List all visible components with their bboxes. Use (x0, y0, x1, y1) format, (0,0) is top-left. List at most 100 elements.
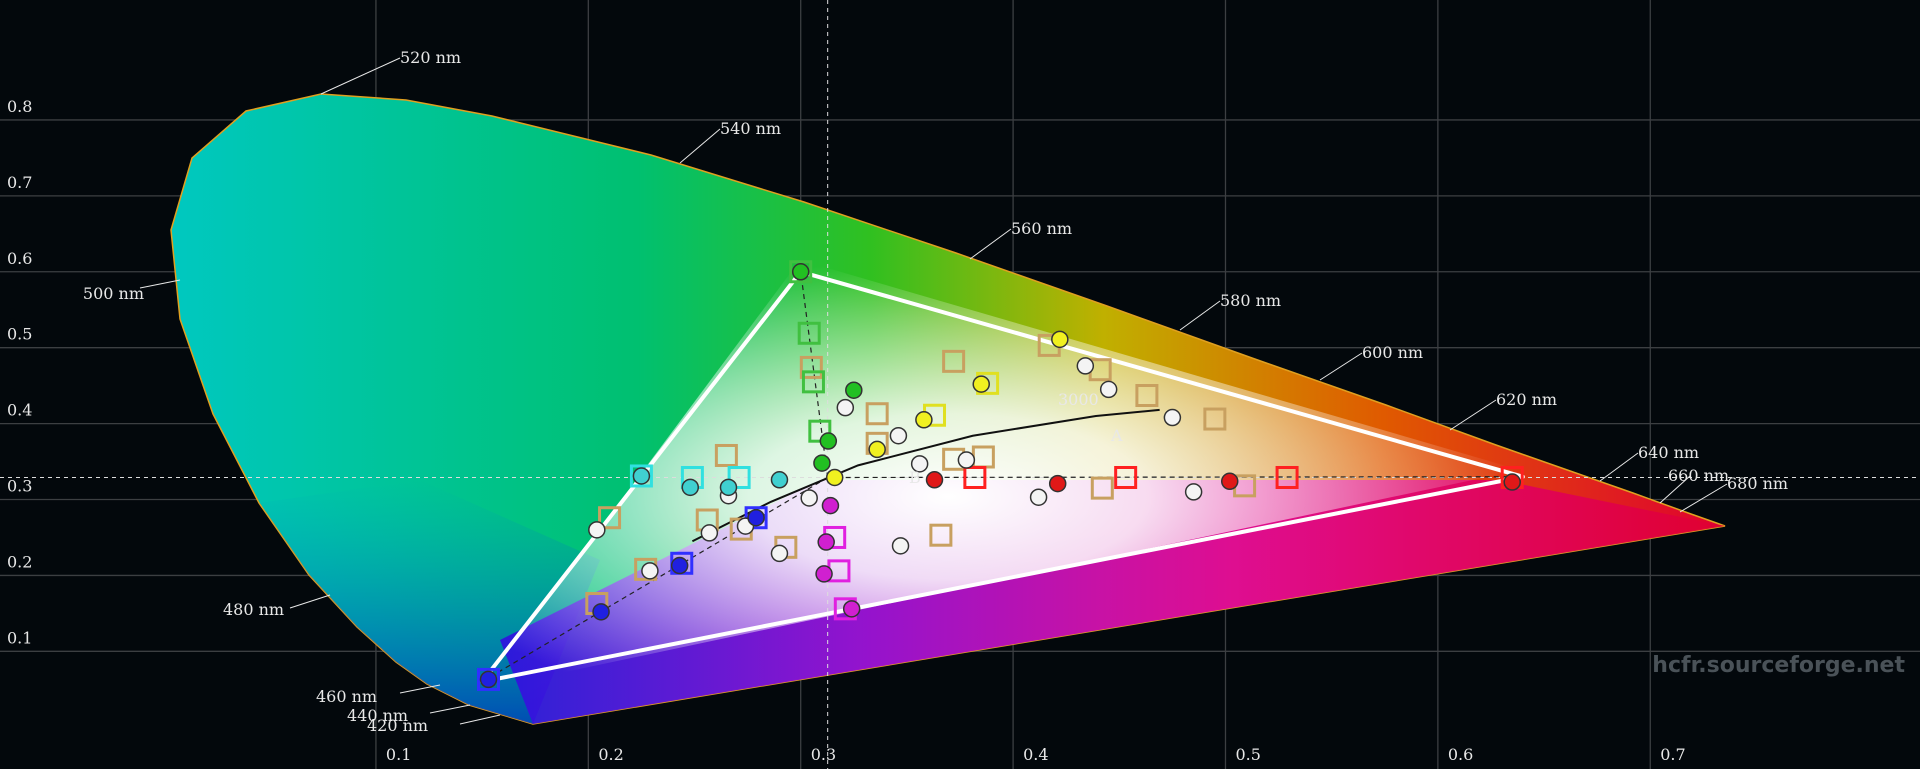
measured-point (813, 454, 831, 472)
wavelength-leaders (139, 57, 1728, 725)
x-tick-label: 0.1 (386, 745, 411, 764)
target-square (476, 667, 500, 691)
leader (969, 228, 1012, 260)
measured-point (1163, 408, 1182, 427)
y-tick-label: 0.1 (7, 628, 32, 647)
y-tick-label: 0.2 (7, 552, 32, 571)
leader (399, 684, 441, 694)
measured-point (592, 603, 610, 621)
measured-point (957, 451, 976, 469)
cct-label: A (1110, 426, 1123, 445)
y-tick-label: 0.5 (7, 325, 32, 344)
y-tick-label: 0.6 (7, 249, 32, 268)
x-tick-label: 0.6 (1448, 745, 1473, 764)
leader (289, 594, 331, 609)
target-square (789, 260, 813, 284)
leader (1449, 399, 1497, 431)
wavelength-label: 580 nm (1220, 291, 1281, 310)
wavelength-label: 480 nm (223, 600, 284, 619)
measured-point (747, 508, 765, 527)
wavelength-label: 620 nm (1496, 390, 1557, 409)
measured-point (1048, 474, 1067, 493)
measured-point (915, 411, 933, 429)
measured-point (1076, 357, 1095, 375)
target-square (801, 370, 825, 394)
cct-label: B (909, 468, 921, 487)
measured-point (719, 478, 738, 497)
wavelength-label: 640 nm (1638, 443, 1699, 462)
wavelength-label: 540 nm (720, 119, 781, 138)
measured-point (770, 471, 789, 489)
measured-point (1029, 488, 1048, 506)
leader (429, 704, 471, 714)
measured-point (681, 478, 700, 497)
leader (1179, 300, 1221, 331)
cct-label: 3000 (1058, 390, 1099, 409)
wavelength-label: 560 nm (1011, 219, 1072, 238)
leader (1599, 452, 1639, 482)
measured-point (479, 670, 498, 689)
x-tick-label: 0.2 (598, 745, 623, 764)
measured-point (700, 524, 719, 542)
wavelength-label: 420 nm (367, 716, 428, 735)
measured-point (891, 537, 910, 555)
measured-point (641, 562, 659, 580)
measured-point (842, 600, 861, 618)
leader (139, 279, 181, 289)
y-tick-label: 0.3 (7, 477, 32, 496)
measured-point (770, 544, 789, 563)
target-square (1090, 476, 1114, 500)
leader (1659, 475, 1691, 504)
measured-point (819, 432, 838, 450)
target-square (629, 464, 653, 488)
y-tick-label: 0.8 (7, 97, 32, 116)
target-square (714, 443, 738, 467)
measured-point (670, 556, 689, 575)
y-tick-label: 0.7 (7, 173, 32, 192)
target-square (942, 349, 966, 373)
measured-point (1051, 330, 1069, 349)
wavelength-label: 660 nm (1668, 466, 1729, 485)
target-square (963, 465, 987, 489)
wavelength-label: 440 nm (347, 706, 408, 725)
measured-point (868, 440, 886, 459)
watermark: hcfr.sourceforge.net (1652, 653, 1905, 678)
measured-point (836, 398, 855, 417)
labels: hcfr.sourceforge.net 0.1 0.2 0.3 0.4 0.5 0.6 0… (7, 48, 1905, 764)
target-square (1203, 407, 1227, 431)
measured-point (800, 489, 818, 507)
measured-point (791, 263, 810, 281)
x-tick-label: 0.3 (811, 745, 836, 764)
target-square (865, 402, 889, 426)
spectral-locus (170, 93, 1726, 725)
wavelength-label: 460 nm (316, 687, 377, 706)
measured-point (889, 426, 908, 445)
measured-point (825, 468, 844, 487)
target-square (799, 355, 823, 379)
y-tick-label: 0.4 (7, 401, 32, 420)
measured-point (972, 375, 990, 393)
x-tick-label: 0.5 (1235, 745, 1260, 764)
measured-point (925, 471, 944, 489)
measured-point (815, 565, 833, 583)
measured-point (632, 467, 651, 485)
target-square (1275, 465, 1299, 489)
wavelength-label: 520 nm (400, 48, 461, 67)
wavelength-label: 500 nm (83, 284, 144, 303)
measured-point (1503, 473, 1521, 491)
target-square (598, 506, 622, 530)
gamut-spoke (800, 271, 829, 478)
locus-white (480, 260, 1520, 690)
measured-point (910, 455, 929, 473)
leader (459, 714, 501, 725)
wavelength-label: 680 nm (1727, 474, 1788, 493)
measured-point (1220, 472, 1239, 491)
target-square (1135, 384, 1159, 408)
leader (320, 57, 401, 95)
measured-point (588, 521, 606, 539)
gamut-spoke (827, 476, 1523, 479)
measured-point (1099, 380, 1118, 399)
